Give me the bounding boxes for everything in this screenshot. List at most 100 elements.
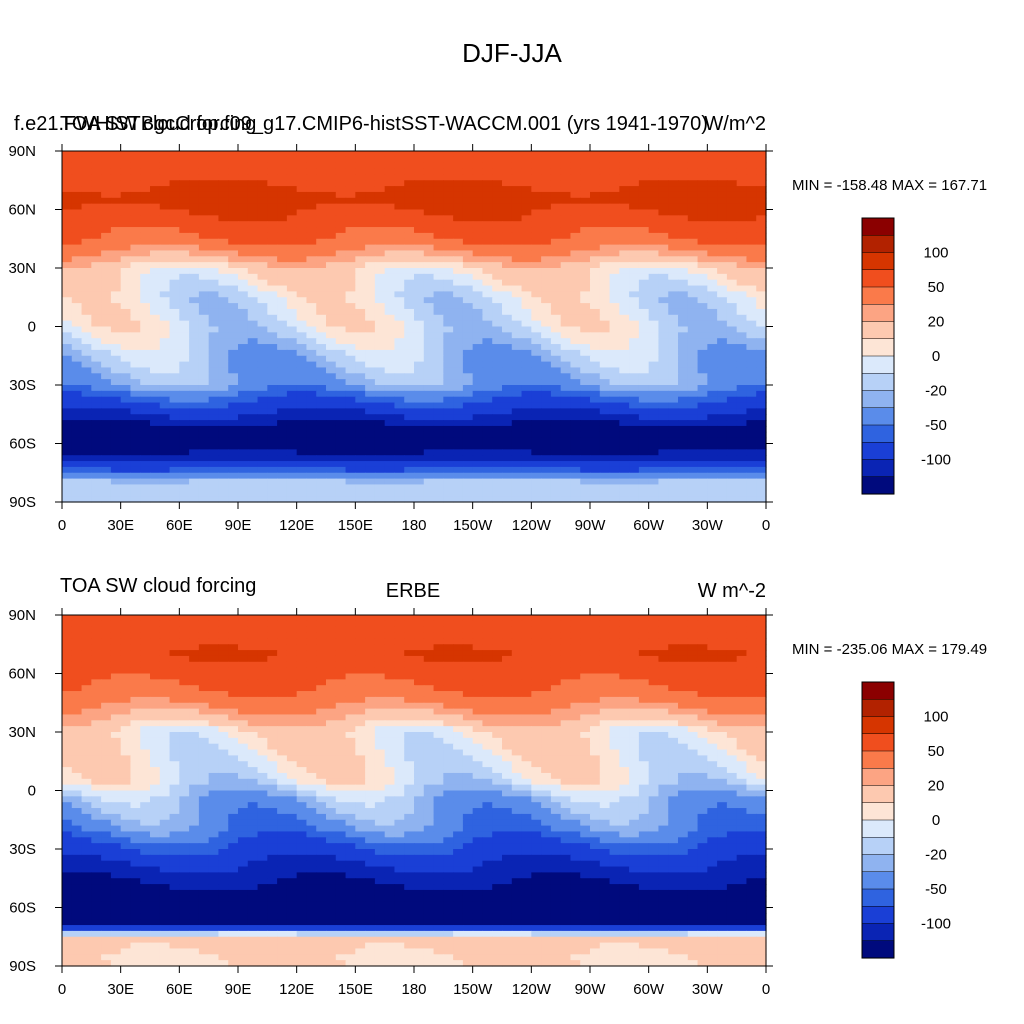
field-cell (159, 414, 171, 421)
field-cell (756, 385, 767, 392)
field-cell (326, 402, 337, 409)
field-cell (482, 361, 493, 369)
field-cell (423, 455, 435, 462)
field-cell (306, 431, 317, 439)
field-cell (247, 303, 259, 310)
field-cell (335, 320, 347, 328)
field-cell (629, 455, 640, 462)
field-cell (355, 297, 366, 304)
field-cell (179, 425, 190, 433)
field-cell (228, 484, 239, 491)
field-cell (101, 449, 112, 456)
field-cell (247, 273, 259, 281)
field-cell (707, 655, 718, 663)
field-cell (306, 303, 317, 310)
field-cell (404, 191, 415, 199)
field-cell (130, 197, 141, 205)
field-cell (169, 344, 180, 351)
field-cell (71, 349, 83, 357)
field-cell (150, 320, 161, 328)
field-cell (697, 191, 708, 199)
field-cell (140, 402, 151, 409)
field-cell (296, 644, 308, 651)
field-cell (159, 297, 171, 304)
field-cell (521, 180, 532, 187)
field-cell (365, 186, 376, 193)
field-cell (179, 168, 190, 175)
field-cell (81, 250, 92, 257)
field-cell (560, 238, 572, 246)
field-cell (414, 238, 425, 246)
field-cell (521, 297, 532, 304)
field-cell (736, 349, 748, 357)
field-cell (492, 396, 503, 404)
field-cell (570, 314, 581, 322)
field-cell (541, 221, 552, 228)
field-cell (218, 373, 229, 380)
field-cell (668, 361, 679, 369)
field-cell (453, 490, 464, 497)
field-cell (638, 443, 650, 450)
field-cell (717, 431, 728, 439)
field-cell (482, 156, 493, 164)
field-cell (590, 385, 601, 392)
field-cell (247, 361, 259, 369)
field-cell (629, 425, 640, 433)
field-cell (218, 455, 229, 462)
field-cell (462, 355, 474, 363)
field-cell (736, 344, 748, 351)
field-cell (502, 338, 513, 345)
field-cell (658, 256, 669, 263)
field-cell (707, 385, 718, 392)
field-cell (678, 273, 689, 281)
field-cell (286, 297, 298, 304)
field-cell (120, 209, 132, 216)
field-cell (560, 466, 572, 474)
field-cell (687, 238, 699, 246)
field-cell (101, 291, 112, 298)
field-cell (140, 344, 151, 351)
field-cell (404, 174, 415, 181)
field-cell (482, 151, 493, 158)
field-cell (697, 174, 708, 181)
field-cell (697, 151, 708, 158)
field-cell (335, 338, 347, 345)
field-cell (707, 168, 718, 175)
field-cell (609, 232, 620, 240)
field-cell (678, 221, 689, 228)
field-cell (423, 466, 435, 474)
field-cell (316, 655, 327, 663)
field-cell (560, 472, 572, 480)
field-cell (736, 402, 748, 409)
field-cell (150, 437, 161, 445)
field-cell (365, 443, 376, 450)
field-cell (120, 244, 132, 252)
field-cell (550, 496, 562, 503)
field-cell (756, 262, 767, 269)
field-cell (316, 151, 327, 158)
field-cell (550, 349, 562, 357)
field-cell (414, 308, 425, 316)
field-cell (91, 466, 102, 474)
field-cell (756, 402, 767, 409)
field-cell (267, 326, 278, 333)
field-cell (208, 174, 220, 181)
field-cell (599, 390, 611, 398)
field-cell (668, 244, 679, 252)
field-cell (521, 437, 532, 445)
field-cell (218, 197, 229, 205)
field-cell (208, 466, 220, 474)
field-cell (179, 273, 190, 281)
field-cell (71, 186, 83, 193)
field-cell (404, 227, 415, 234)
field-cell (726, 437, 738, 445)
field-cell (550, 632, 562, 639)
field-cell (345, 209, 356, 216)
field-cell (81, 268, 92, 275)
field-cell (414, 314, 425, 322)
field-cell (462, 655, 474, 663)
field-cell (306, 344, 317, 351)
field-cell (140, 373, 151, 380)
field-cell (687, 203, 699, 211)
field-cell (414, 420, 425, 427)
